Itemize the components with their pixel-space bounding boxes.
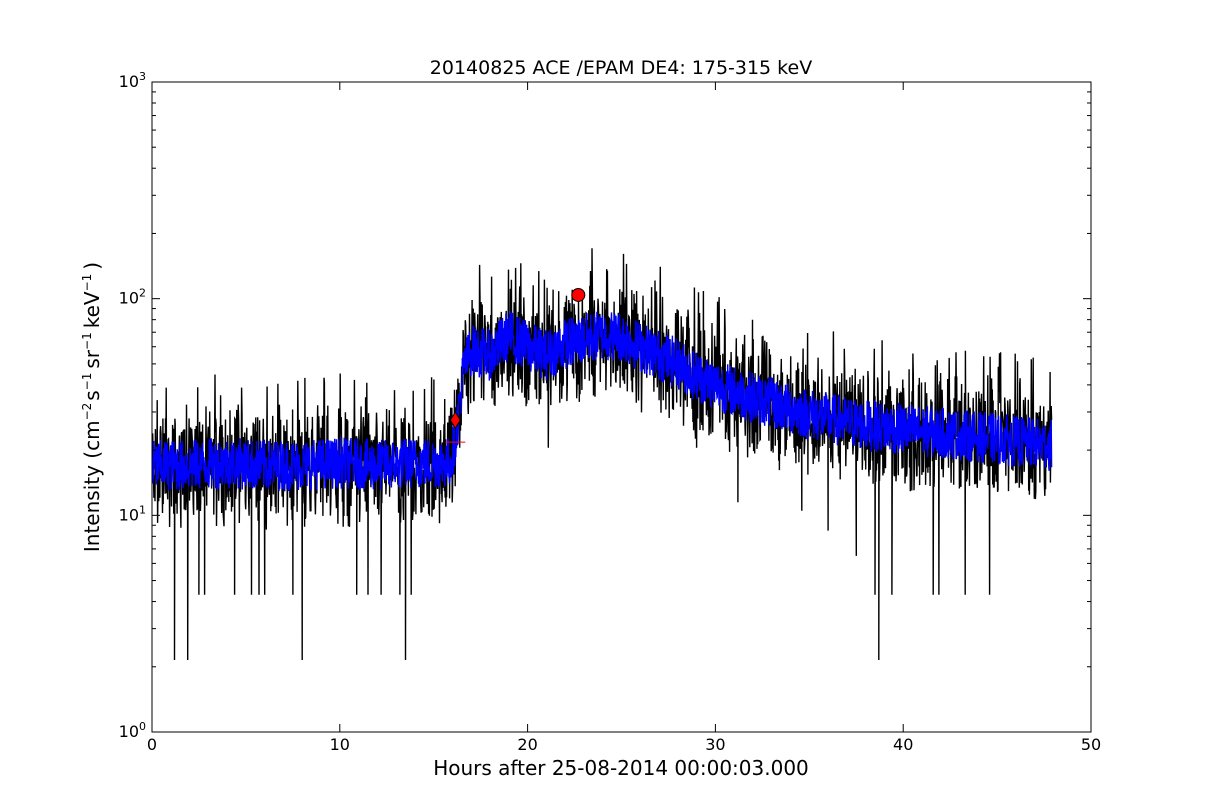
tick-layer [151, 81, 1092, 733]
x-tick-label: 20 [517, 735, 537, 754]
data-layer [152, 248, 1053, 661]
y-tick-label: 100 [119, 720, 146, 741]
y-tick-label: 102 [119, 287, 146, 308]
chart-title: 20140825 ACE /EPAM DE4: 175-315 keV [430, 57, 812, 79]
marker-layer [445, 287, 586, 443]
x-tick-label: 50 [1081, 735, 1101, 754]
onset-marker [449, 411, 461, 430]
plot-frame [151, 81, 1092, 733]
tick-label-layer: 0 10 20 30 40 50 100 101 102 103 [119, 70, 1102, 754]
smoothed-intensity-series [152, 311, 1053, 492]
x-axis-label: Hours after 25-08-2014 00:00:03.000 [433, 756, 809, 780]
peak-marker [571, 287, 586, 302]
y-tick-label: 103 [119, 70, 146, 91]
x-tick-label: 10 [330, 735, 350, 754]
y-axis-label: Intensity (cm−2s−1sr−1keV−1) [80, 262, 104, 552]
x-tick-label: 0 [147, 735, 157, 754]
x-tick-label: 40 [893, 735, 913, 754]
y-tick-label: 101 [119, 503, 146, 524]
x-tick-label: 30 [705, 735, 725, 754]
